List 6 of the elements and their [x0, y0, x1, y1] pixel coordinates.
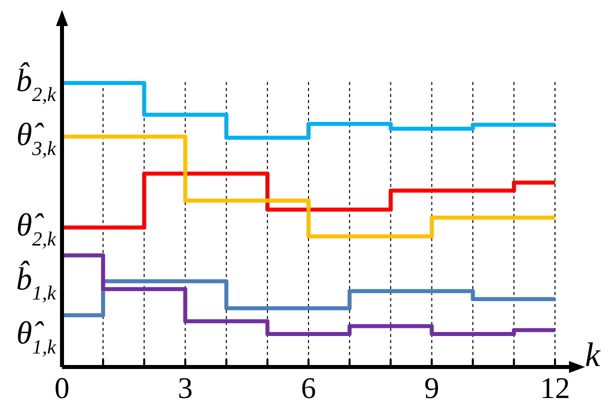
x-tick-label: 9 [424, 372, 440, 405]
x-tick-label: 3 [178, 372, 193, 405]
x-tick-label: 6 [301, 372, 316, 405]
x-tick-label: 0 [54, 372, 70, 405]
x-tick-label: 12 [540, 372, 570, 405]
x-axis-title: k [585, 336, 601, 374]
